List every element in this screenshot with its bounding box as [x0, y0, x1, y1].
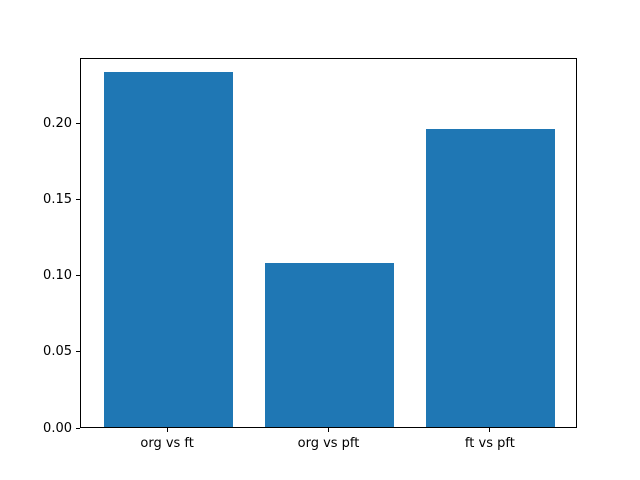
- x-tick-label: ft vs pft: [464, 436, 515, 451]
- y-tick-label: 0.20: [43, 115, 72, 131]
- bar-org-vs-pft: [264, 262, 395, 427]
- y-tick-mark: [76, 122, 80, 124]
- x-tick-label: org vs pft: [297, 436, 360, 451]
- y-tick-mark: [76, 351, 80, 353]
- y-tick-label: 0.10: [43, 268, 72, 284]
- x-tick-mark: [166, 428, 168, 432]
- bar-ft-vs-pft: [426, 128, 556, 427]
- y-tick-label: 0.15: [43, 192, 72, 208]
- y-tick-mark: [76, 427, 80, 429]
- plot-area: [80, 58, 577, 428]
- bar-org-vs-ft: [103, 72, 233, 427]
- y-tick-mark: [76, 199, 80, 201]
- x-tick-mark: [328, 428, 329, 432]
- x-tick-label: org vs ft: [140, 436, 194, 451]
- y-tick-label: 0.00: [43, 420, 72, 436]
- x-tick-mark: [489, 428, 491, 432]
- y-tick-label: 0.05: [43, 344, 72, 360]
- y-tick-mark: [76, 275, 80, 277]
